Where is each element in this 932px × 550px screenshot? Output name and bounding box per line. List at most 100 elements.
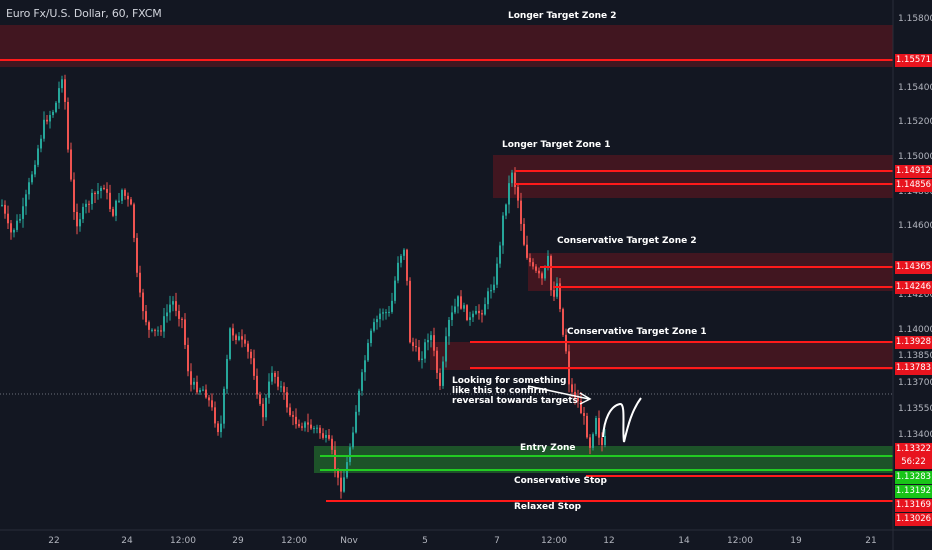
- price-tick: 1.15800: [898, 14, 932, 24]
- candle-body: [187, 344, 189, 372]
- candle-body: [580, 400, 582, 414]
- time-tick: 5: [422, 536, 428, 546]
- candle-body: [577, 397, 579, 401]
- candle-body: [235, 335, 237, 341]
- candle-body: [547, 255, 549, 267]
- candle-body: [541, 273, 543, 279]
- candle-body: [409, 280, 411, 343]
- candle-body: [421, 358, 423, 361]
- candle-body: [199, 390, 201, 393]
- candle-body: [445, 336, 447, 362]
- price-badge-1-13783: 1.13783: [895, 362, 932, 375]
- price-badge-1-13169: 1.13169: [895, 499, 932, 512]
- candle-body: [166, 312, 168, 317]
- projection-drawing[interactable]: [527, 385, 642, 443]
- candle-body: [28, 182, 30, 195]
- candle-body: [604, 435, 606, 445]
- level-lines: [0, 59, 893, 502]
- label-conservative-stop: Conservative Stop: [514, 476, 607, 486]
- candle-body: [520, 200, 522, 224]
- candle-body: [529, 257, 531, 263]
- arrow-head: [579, 392, 592, 405]
- candle-body: [211, 400, 213, 408]
- candle-body: [40, 138, 42, 149]
- candle-body: [109, 192, 111, 210]
- candle-body: [586, 415, 588, 438]
- candle-body: [373, 322, 375, 331]
- candle-body: [148, 322, 150, 330]
- price-badge-1-13283: 1.13283: [895, 471, 932, 484]
- candle-body: [133, 204, 135, 238]
- candle-body: [493, 284, 495, 291]
- price-tick: 1.14000: [898, 325, 932, 335]
- candle-body: [88, 203, 90, 205]
- arrow-line: [527, 385, 590, 400]
- candle-body: [574, 391, 576, 398]
- candle-body: [550, 255, 552, 291]
- candle-body: [292, 415, 294, 417]
- candle-body: [283, 386, 285, 393]
- candle-body: [286, 392, 288, 408]
- candle-body: [295, 416, 297, 425]
- candle-body: [571, 384, 573, 392]
- candle-body: [355, 411, 357, 433]
- candle-body: [454, 306, 456, 313]
- candle-body: [202, 389, 204, 391]
- label-relaxed-stop: Relaxed Stop: [514, 502, 582, 512]
- note-line-3: reversal towards targets: [452, 396, 578, 406]
- price-badge-1-13192: 1.13192: [895, 485, 932, 498]
- candle-body: [55, 102, 57, 112]
- candle-body: [475, 310, 477, 314]
- candle-body: [43, 119, 45, 139]
- countdown-badge: 56:22: [895, 456, 932, 469]
- price-tick: 1.13550: [898, 404, 932, 414]
- candle-body: [589, 437, 591, 448]
- candle-body: [94, 192, 96, 195]
- candle-body: [208, 397, 210, 401]
- candle-body: [559, 283, 561, 310]
- candle-body: [334, 449, 336, 470]
- time-tick: 12: [603, 536, 615, 546]
- candle-body: [58, 88, 60, 103]
- price-tick: 1.15200: [898, 117, 932, 127]
- time-tick: 12:00: [727, 536, 753, 546]
- candle-body: [397, 262, 399, 281]
- candle-body: [4, 204, 6, 214]
- time-tick: 19: [790, 536, 802, 546]
- candle-body: [394, 280, 396, 301]
- candle-body: [481, 313, 483, 315]
- time-tick: 24: [121, 536, 133, 546]
- time-tick: 12:00: [281, 536, 307, 546]
- candle-body: [181, 318, 183, 320]
- candle-body: [331, 438, 333, 450]
- candle-body: [442, 361, 444, 386]
- candle-body: [1, 204, 3, 206]
- time-tick: 22: [48, 536, 60, 546]
- candle-body: [412, 342, 414, 346]
- candle-body: [217, 423, 219, 433]
- candle-body: [232, 328, 234, 336]
- candle-body: [79, 219, 81, 227]
- candle-body: [124, 189, 126, 196]
- candle-body: [487, 291, 489, 305]
- conservative-target-zone-2-box: [528, 253, 893, 291]
- price-badge-1-14365: 1.14365: [895, 261, 932, 274]
- price-badge-1-14912: 1.14912: [895, 165, 932, 178]
- candle-body: [352, 432, 354, 448]
- candle-body: [49, 115, 51, 122]
- candle-body: [100, 187, 102, 191]
- price-tick: 1.13700: [898, 378, 932, 388]
- time-tick: 21: [865, 536, 877, 546]
- candle-body: [379, 313, 381, 320]
- candle-body: [496, 263, 498, 285]
- candle-body: [388, 311, 390, 313]
- price-badge-1-15571: 1.15571: [895, 54, 932, 67]
- candle-body: [25, 194, 27, 207]
- candle-body: [13, 229, 15, 233]
- candle-body: [172, 301, 174, 305]
- candle-body: [178, 310, 180, 319]
- candle-body: [259, 394, 261, 404]
- candle-body: [145, 311, 147, 323]
- candle-body: [256, 375, 258, 395]
